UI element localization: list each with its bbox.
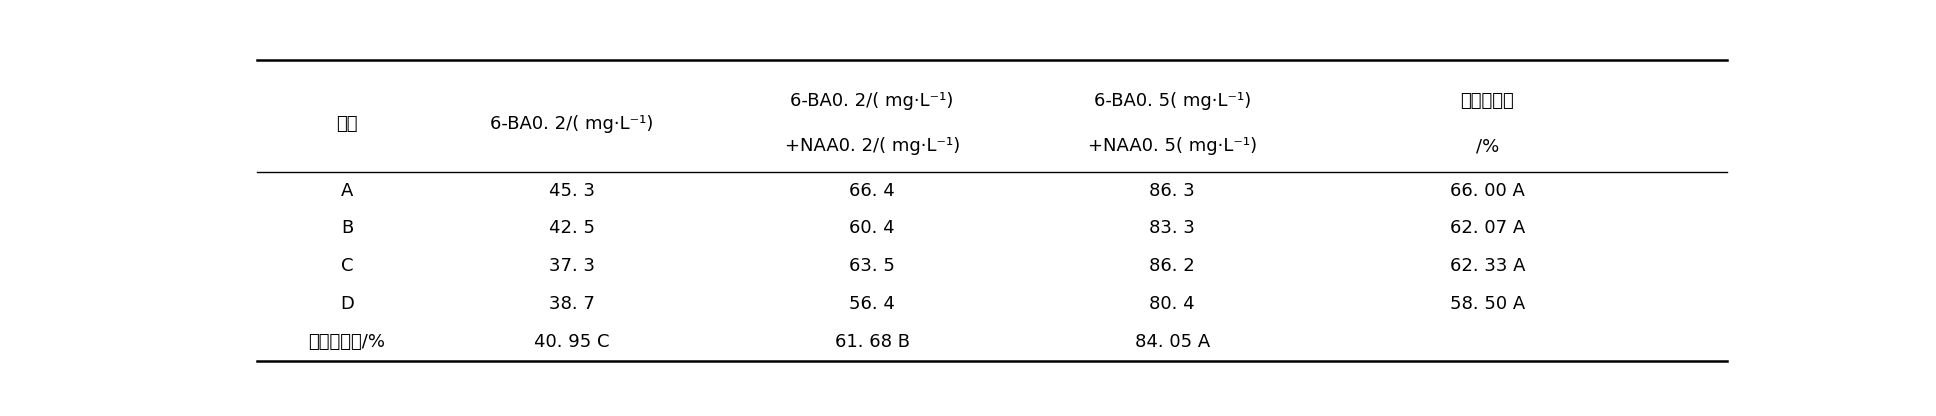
Text: 6-BA0. 5( mg·L⁻¹): 6-BA0. 5( mg·L⁻¹) (1094, 92, 1251, 110)
Text: C: C (341, 257, 352, 275)
Text: 62. 07 A: 62. 07 A (1450, 219, 1526, 238)
Text: B: B (341, 219, 352, 238)
Text: +NAA0. 2/( mg·L⁻¹): +NAA0. 2/( mg·L⁻¹) (784, 137, 960, 155)
Text: 6-BA0. 2/( mg·L⁻¹): 6-BA0. 2/( mg·L⁻¹) (490, 114, 654, 133)
Text: D: D (341, 295, 354, 313)
Text: 62. 33 A: 62. 33 A (1450, 257, 1526, 275)
Text: 58. 50 A: 58. 50 A (1450, 295, 1526, 313)
Text: 63. 5: 63. 5 (850, 257, 894, 275)
Text: /%: /% (1475, 137, 1498, 155)
Text: 45. 3: 45. 3 (550, 181, 594, 200)
Text: 6-BA0. 2/( mg·L⁻¹): 6-BA0. 2/( mg·L⁻¹) (790, 92, 954, 110)
Text: 40. 95 C: 40. 95 C (534, 333, 610, 351)
Text: 42. 5: 42. 5 (550, 219, 594, 238)
Text: 66. 00 A: 66. 00 A (1450, 181, 1526, 200)
Text: 86. 2: 86. 2 (1150, 257, 1195, 275)
Text: 86. 3: 86. 3 (1150, 181, 1195, 200)
Text: 61. 68 B: 61. 68 B (834, 333, 910, 351)
Text: 66. 4: 66. 4 (850, 181, 894, 200)
Text: 56. 4: 56. 4 (850, 295, 894, 313)
Text: 80. 4: 80. 4 (1150, 295, 1195, 313)
Text: 83. 3: 83. 3 (1150, 219, 1195, 238)
Text: A: A (341, 181, 352, 200)
Text: +NAA0. 5( mg·L⁻¹): +NAA0. 5( mg·L⁻¹) (1088, 137, 1256, 155)
Text: 诱导率平均: 诱导率平均 (1460, 92, 1514, 110)
Text: 60. 4: 60. 4 (850, 219, 894, 238)
Text: 38. 7: 38. 7 (550, 295, 594, 313)
Text: 品种: 品种 (337, 114, 358, 133)
Text: 37. 3: 37. 3 (550, 257, 594, 275)
Text: 84. 05 A: 84. 05 A (1134, 333, 1210, 351)
Text: 诱导率平均/%: 诱导率平均/% (308, 333, 385, 351)
